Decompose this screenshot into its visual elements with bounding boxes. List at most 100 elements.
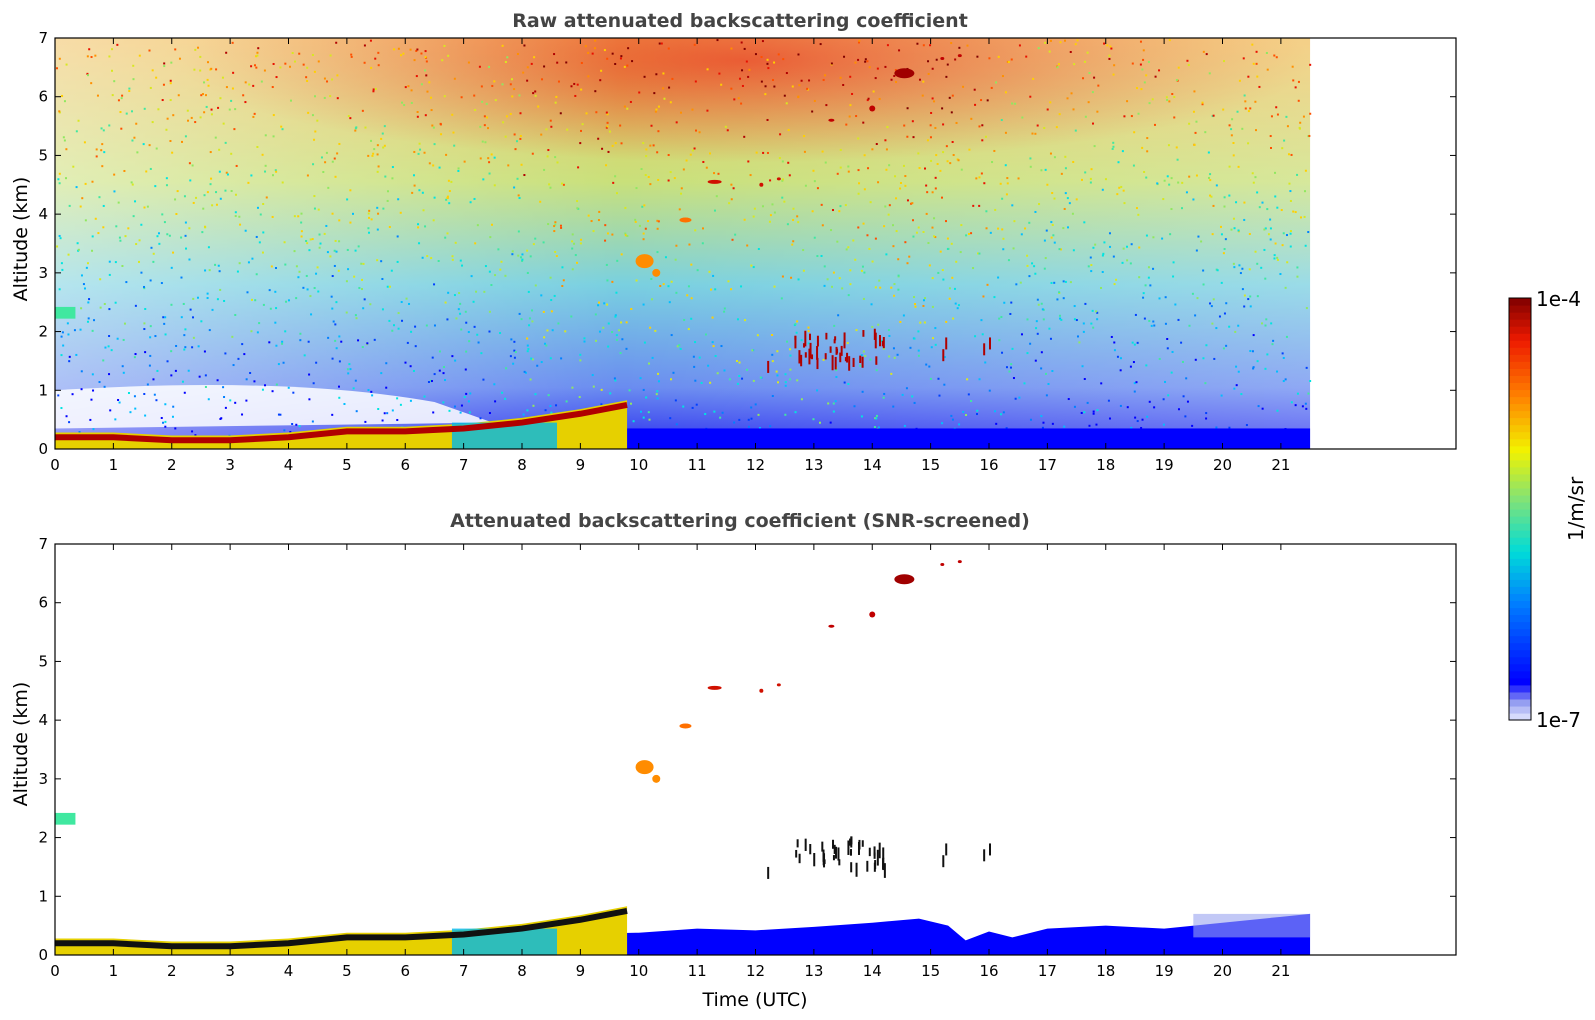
- noise-pixel: [313, 138, 316, 141]
- noise-pixel: [338, 142, 341, 145]
- noise-pixel: [956, 307, 959, 310]
- noise-pixel: [479, 417, 482, 420]
- noise-pixel: [271, 86, 274, 89]
- noise-pixel: [419, 148, 422, 151]
- cloud-patch: [679, 217, 692, 223]
- noise-pixel: [57, 394, 60, 397]
- noise-pixel: [847, 294, 850, 297]
- noise-pixel: [951, 418, 954, 421]
- noise-pixel: [164, 316, 167, 319]
- noise-pixel: [650, 124, 653, 127]
- noise-pixel: [1184, 415, 1187, 418]
- noise-pixel: [649, 326, 652, 329]
- noise-pixel: [1284, 378, 1287, 381]
- noise-pixel: [680, 192, 683, 195]
- noise-pixel: [579, 242, 582, 245]
- noise-pixel: [621, 338, 624, 341]
- noise-pixel: [695, 403, 698, 406]
- noise-pixel: [111, 69, 114, 72]
- noise-pixel: [1092, 246, 1095, 249]
- noise-pixel: [714, 355, 717, 358]
- noise-pixel: [1279, 273, 1282, 276]
- noise-pixel: [399, 211, 402, 214]
- noise-pixel: [512, 362, 515, 365]
- noise-pixel: [1249, 349, 1252, 352]
- noise-pixel: [802, 269, 805, 272]
- noise-pixel: [902, 314, 905, 317]
- noise-pixel: [174, 369, 177, 372]
- noise-pixel: [522, 413, 525, 416]
- x-tick-label: 15: [921, 962, 940, 980]
- noise-pixel: [1304, 244, 1307, 247]
- noise-pixel: [478, 65, 481, 68]
- noise-pixel: [1145, 234, 1148, 237]
- noise-pixel: [911, 395, 914, 398]
- noise-pixel: [664, 256, 667, 259]
- noise-pixel: [442, 372, 445, 375]
- noise-pixel: [1153, 123, 1156, 126]
- noise-pixel: [207, 398, 210, 401]
- noise-pixel: [882, 396, 885, 399]
- noise-pixel: [1108, 54, 1111, 57]
- noise-pixel: [223, 299, 226, 302]
- noise-pixel: [71, 393, 74, 396]
- noise-pixel: [771, 203, 774, 206]
- noise-pixel: [422, 209, 425, 212]
- noise-pixel: [188, 227, 191, 230]
- noise-pixel: [465, 350, 468, 353]
- noise-pixel: [1142, 296, 1145, 299]
- noise-pixel: [99, 278, 102, 281]
- noise-pixel: [985, 210, 988, 213]
- noise-pixel: [1235, 365, 1238, 368]
- noise-pixel: [607, 345, 610, 348]
- noise-pixel: [616, 259, 619, 262]
- x-tick-label: 15: [921, 456, 940, 474]
- noise-pixel: [95, 148, 98, 151]
- noise-pixel: [59, 237, 62, 240]
- noise-pixel: [468, 411, 471, 414]
- colorbar-step: [1509, 466, 1531, 475]
- noise-pixel: [65, 148, 68, 151]
- noise-pixel: [402, 52, 405, 55]
- noise-pixel: [948, 287, 951, 290]
- noise-pixel: [555, 255, 558, 258]
- noise-pixel: [600, 388, 603, 391]
- noise-pixel: [132, 215, 135, 218]
- noise-pixel: [644, 174, 647, 177]
- noise-pixel: [931, 97, 934, 100]
- noise-pixel: [562, 279, 565, 282]
- noise-pixel: [580, 238, 583, 241]
- noise-pixel: [1012, 247, 1015, 250]
- noise-pixel: [380, 260, 383, 263]
- noise-pixel: [255, 235, 258, 238]
- noise-pixel: [490, 153, 493, 156]
- noise-pixel: [771, 360, 774, 363]
- noise-pixel: [244, 229, 247, 232]
- noise-pixel: [331, 357, 334, 360]
- noise-pixel: [822, 78, 825, 81]
- noise-pixel: [662, 87, 665, 90]
- noise-pixel: [884, 205, 887, 208]
- noise-pixel: [1228, 194, 1231, 197]
- noise-pixel: [1084, 302, 1087, 305]
- noise-pixel: [1152, 236, 1155, 239]
- noise-pixel: [939, 169, 942, 172]
- noise-pixel: [1029, 95, 1032, 98]
- noise-pixel: [386, 199, 389, 202]
- noise-pixel: [108, 373, 111, 376]
- noise-pixel: [785, 72, 788, 75]
- noise-pixel: [204, 374, 207, 377]
- noise-pixel: [92, 389, 95, 392]
- noise-pixel: [446, 318, 449, 321]
- noise-pixel: [781, 196, 784, 199]
- noise-pixel: [1285, 335, 1288, 338]
- noise-pixel: [219, 97, 222, 100]
- noise-pixel: [111, 94, 114, 97]
- noise-pixel: [86, 320, 89, 323]
- noise-pixel: [1057, 63, 1060, 66]
- noise-pixel: [193, 68, 196, 71]
- cloud-streak: [832, 839, 835, 849]
- noise-pixel: [957, 304, 960, 307]
- noise-pixel: [91, 373, 94, 376]
- noise-pixel: [191, 346, 194, 349]
